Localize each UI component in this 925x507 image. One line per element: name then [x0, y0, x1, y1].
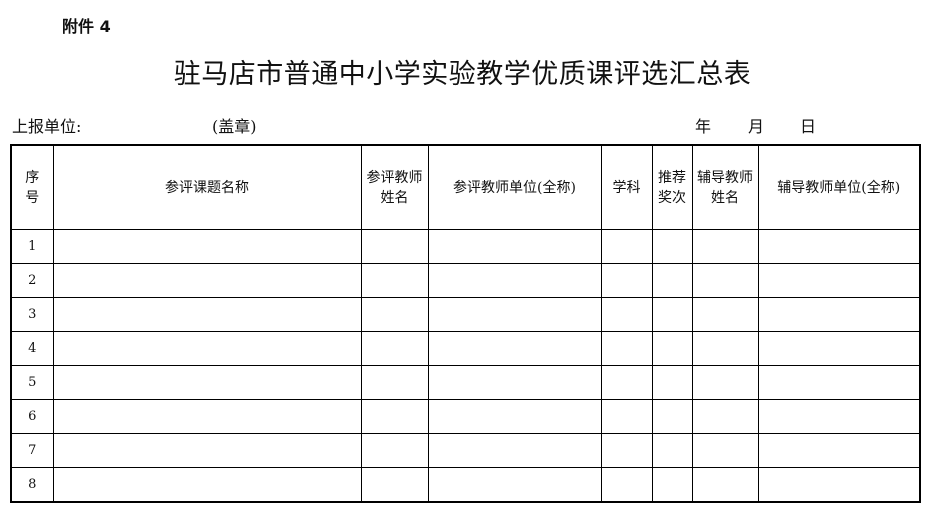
table-cell	[427, 229, 602, 264]
table-cell	[651, 229, 693, 264]
table-cell	[52, 467, 362, 503]
table-cell	[52, 433, 362, 468]
table-cell	[360, 365, 429, 400]
page-title: 驻马店市普通中小学实验教学优质课评选汇总表	[173, 59, 752, 90]
table-cell	[651, 263, 693, 298]
table-cell	[757, 467, 921, 503]
header-col-tutor-name: 辅导教师 姓名	[691, 144, 759, 230]
table-cell	[600, 229, 653, 264]
header-col-subject: 学科	[600, 144, 653, 230]
table-cell	[427, 365, 602, 400]
table-cell	[427, 297, 602, 332]
header-col-award: 推荐 奖次	[651, 144, 693, 230]
table-cell	[52, 229, 362, 264]
table-cell	[651, 399, 693, 434]
row-number: 7	[10, 433, 54, 468]
table-cell	[757, 365, 921, 400]
table-cell	[52, 297, 362, 332]
table-cell	[427, 263, 602, 298]
table-cell	[360, 229, 429, 264]
table-row: 4	[10, 331, 921, 366]
table-cell	[691, 297, 759, 332]
table-cell	[600, 331, 653, 366]
table-cell	[427, 467, 602, 503]
row-number: 3	[10, 297, 54, 332]
row-number: 6	[10, 399, 54, 434]
table-cell	[600, 467, 653, 503]
header-col-index: 序 号	[10, 144, 54, 230]
table-cell	[757, 297, 921, 332]
table-row: 7	[10, 433, 921, 468]
table-cell	[651, 331, 693, 366]
summary-table: 序 号参评课题名称 参评教师 姓名 参评教师单位(全称) 学科 推荐 奖次 辅导教师 姓名…	[10, 144, 921, 503]
table-cell	[360, 399, 429, 434]
table-cell	[691, 331, 759, 366]
header-col-tutor-unit: 辅导教师单位(全称)	[757, 144, 921, 230]
attachment-label: 附件 4	[62, 17, 111, 36]
header-col-teacher-unit: 参评教师单位(全称)	[427, 144, 602, 230]
table-cell	[52, 399, 362, 434]
table-cell	[757, 399, 921, 434]
table-cell	[427, 399, 602, 434]
table-cell	[651, 365, 693, 400]
table-row: 1	[10, 229, 921, 264]
row-number: 4	[10, 331, 54, 366]
table-cell	[427, 433, 602, 468]
table-cell	[600, 433, 653, 468]
table-cell	[651, 433, 693, 468]
table-cell	[691, 467, 759, 503]
date-day: 日	[800, 117, 817, 136]
table-cell	[757, 331, 921, 366]
table-cell	[360, 331, 429, 366]
table-row: 5	[10, 365, 921, 400]
table-cell	[52, 365, 362, 400]
table-cell	[52, 331, 362, 366]
row-number: 8	[10, 467, 54, 503]
table-row: 2	[10, 263, 921, 298]
table-cell	[600, 297, 653, 332]
date-month: 月	[748, 117, 765, 136]
table-cell	[600, 399, 653, 434]
row-number: 5	[10, 365, 54, 400]
table-cell	[757, 263, 921, 298]
table-cell	[757, 229, 921, 264]
header-col-teacher-name: 参评教师 姓名	[360, 144, 429, 230]
table-cell	[360, 297, 429, 332]
table-cell	[757, 433, 921, 468]
table-cell	[360, 263, 429, 298]
table-row: 8	[10, 467, 921, 503]
table-row: 3	[10, 297, 921, 332]
table-row: 6	[10, 399, 921, 434]
table-cell	[427, 331, 602, 366]
table-cell	[691, 263, 759, 298]
table-cell	[600, 365, 653, 400]
table-cell	[360, 467, 429, 503]
table-cell	[651, 297, 693, 332]
table-cell	[691, 433, 759, 468]
table-cell	[360, 433, 429, 468]
row-number: 1	[10, 229, 54, 264]
header-col-topic: 参评课题名称	[52, 144, 362, 230]
table-cell	[52, 263, 362, 298]
table-cell	[691, 399, 759, 434]
date-year: 年	[695, 117, 712, 136]
table-cell	[600, 263, 653, 298]
report-unit-label: 上报单位:	[12, 117, 82, 136]
seal-label: (盖章)	[212, 117, 257, 136]
table-cell	[691, 229, 759, 264]
table-cell	[691, 365, 759, 400]
row-number: 2	[10, 263, 54, 298]
table-cell	[651, 467, 693, 503]
